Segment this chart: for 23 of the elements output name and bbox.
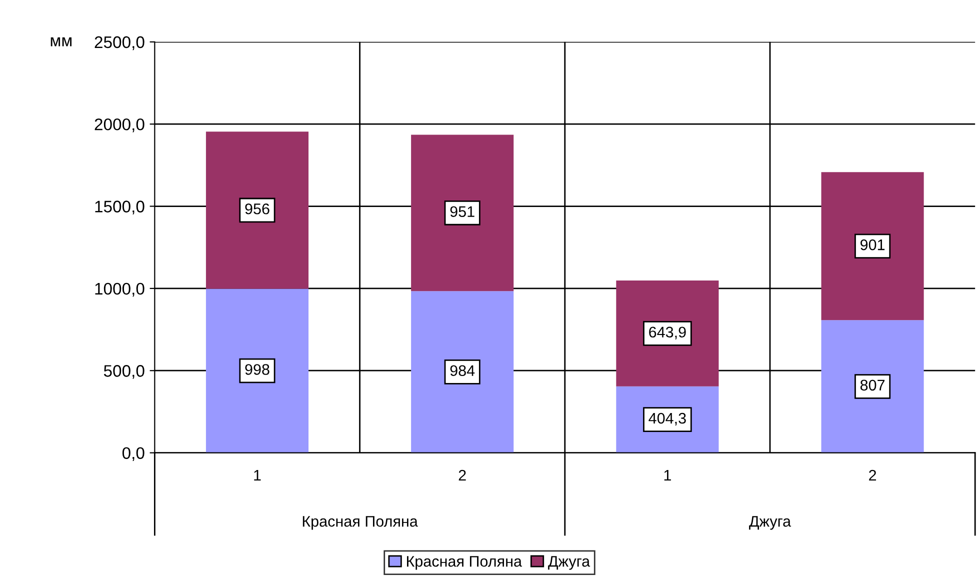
y-tick-label: 2500,0: [94, 36, 144, 50]
x-tick-label: 1: [254, 470, 261, 481]
x-tick-label: 2: [458, 470, 466, 481]
x-tick-label: 2: [869, 470, 876, 481]
data-label: 901: [860, 239, 885, 250]
data-label: 998: [245, 364, 270, 375]
data-label: 984: [450, 365, 475, 376]
y-axis-title: мм: [50, 37, 72, 46]
text: Красная Поляна: [302, 516, 418, 530]
text: Джуга: [749, 516, 792, 530]
data-label: 643,9: [649, 326, 686, 340]
y-tick-label: 1500,0: [95, 200, 144, 214]
data-label: 951: [450, 206, 474, 218]
legend-label: Джуга: [548, 556, 590, 570]
y-tick-label: 1000,0: [95, 282, 144, 297]
x-tick-label: 1: [664, 470, 671, 481]
y-tick-label: 2000,0: [94, 118, 144, 132]
legend-label: Красная Поляна: [407, 556, 522, 570]
data-label: 956: [245, 203, 270, 214]
data-label: 807: [860, 380, 885, 391]
y-tick-label: 500,0: [104, 365, 144, 379]
data-label: 404,3: [648, 412, 686, 426]
y-tick-label: 0,0: [122, 447, 144, 461]
